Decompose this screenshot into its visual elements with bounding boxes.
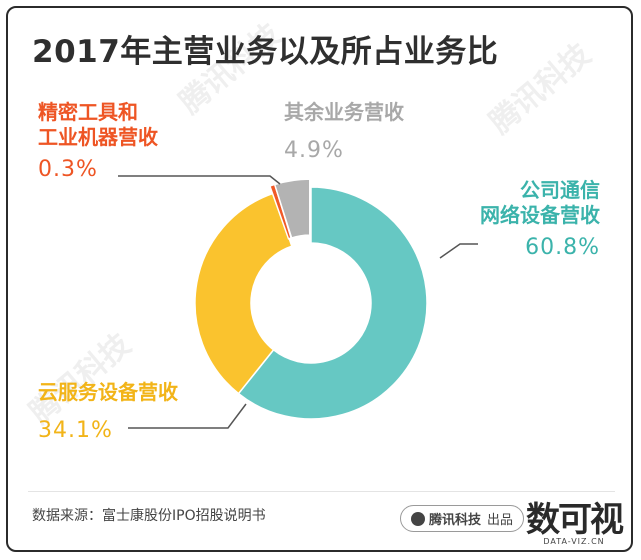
slice-3 [273, 178, 311, 239]
brand-suffix: 出品 [487, 513, 514, 528]
label-other: 其余业务营收 4.9% [284, 100, 404, 165]
chart-card: 腾讯科技 腾讯科技 腾讯科技 2017年主营业务以及所占业务比 精密工具和 工业… [6, 6, 633, 552]
label-cloud-value: 34.1% [38, 418, 113, 443]
label-precision-line2: 工业机器营收 [38, 125, 158, 149]
slice-0 [237, 186, 428, 420]
label-comm-value: 60.8% [525, 235, 600, 260]
label-other-value: 4.9% [284, 138, 344, 163]
leader-precision [118, 175, 281, 185]
donut-chart [118, 175, 478, 429]
label-precision-value: 0.3% [38, 157, 98, 182]
label-precision-line1: 精密工具和 [38, 100, 138, 124]
label-other-line1: 其余业务营收 [284, 100, 404, 124]
chart-title: 2017年主营业务以及所占业务比 [32, 34, 499, 70]
label-cloud-line1: 云服务设备营收 [38, 380, 178, 404]
dataviz-logo: 数可视 DATA-VIZ.CN [526, 492, 624, 546]
brand-name: 腾讯科技 [429, 513, 482, 528]
brand-badge: 腾讯科技 出品 [400, 505, 525, 532]
label-comm-line2: 网络设备营收 [480, 203, 600, 227]
slice-1 [194, 192, 293, 395]
label-comm-line1: 公司通信 [520, 178, 600, 202]
label-comm: 公司通信 网络设备营收 60.8% [460, 178, 600, 262]
dataviz-logo-text: 数可视 [526, 500, 624, 540]
leader-cloud [128, 403, 247, 429]
footer-divider [28, 491, 615, 492]
source-note: 数据来源：富士康股份IPO招股说明书 [32, 508, 266, 524]
brand-logo-icon [411, 512, 425, 526]
dataviz-logo-sub: DATA-VIZ.CN [543, 537, 605, 546]
label-precision: 精密工具和 工业机器营收 0.3% [38, 100, 158, 184]
label-cloud: 云服务设备营收 34.1% [38, 380, 178, 445]
leader-comm [439, 243, 478, 259]
